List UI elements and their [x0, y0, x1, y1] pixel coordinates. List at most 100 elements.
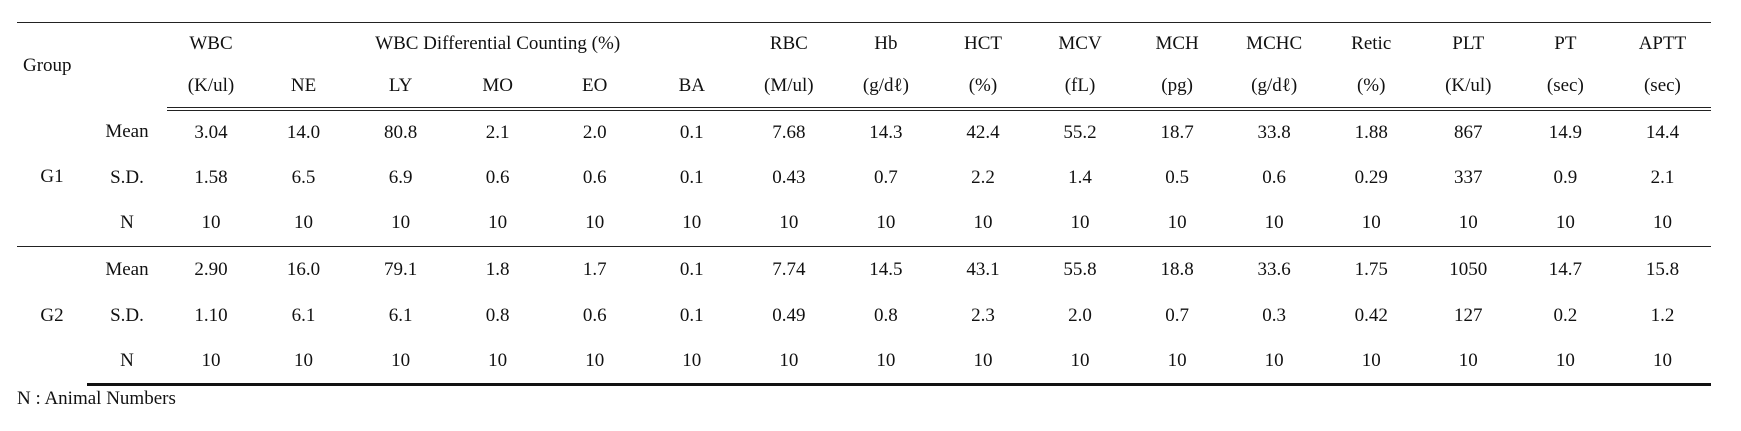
value-cell: 16.0: [255, 246, 353, 293]
column-subheader: (sec): [1516, 65, 1614, 111]
value-cell: 10: [1613, 338, 1711, 386]
value-cell: 55.8: [1031, 246, 1129, 293]
value-cell: 14.0: [286, 121, 321, 143]
value-cell: 10: [1322, 338, 1420, 386]
value-cell: 6.9: [388, 166, 413, 188]
column-header: Retic: [1322, 22, 1420, 66]
table-header: Group WBC WBC Differential Counting (%) RB…: [17, 22, 1711, 111]
column-header: PT: [1516, 22, 1614, 66]
value-cell: 10: [1031, 338, 1129, 386]
stat-label: Mean: [87, 246, 167, 293]
value-cell: 1.8: [449, 246, 547, 293]
value-cell: 0.49: [772, 304, 806, 326]
group-header: Group: [17, 22, 167, 109]
value-cell: 6.1: [291, 304, 316, 326]
value-cell: 0.1: [643, 246, 741, 293]
header-row: Group WBC WBC Differential Counting (%) RB…: [17, 22, 1711, 109]
value-cell: 10: [585, 212, 605, 234]
column-subheader: (pg): [1128, 65, 1226, 111]
value-cell: 10: [391, 212, 411, 234]
value-cell: 10: [201, 212, 221, 234]
data-row: S.D. 1.10 6.1 6.1 0.8 0.6 0.1 0.49 0.8 2.3 2.0 0.7 0…: [17, 293, 1711, 339]
value-cell: 10: [546, 338, 644, 386]
stat-label: S.D.: [110, 166, 144, 188]
table-body: G1 Mean 3.04 14.0 80.8 2.1 2.0 0.1 7.68 14.3 42.4 5…: [17, 109, 1711, 386]
value-cell: 0.1: [679, 304, 704, 326]
value-cell: 2.0: [1068, 304, 1092, 326]
column-header: MCH: [1128, 22, 1226, 66]
header-row: (K/ul) NE LY MO EO BA (M/ul) (g/dℓ) (%) (fL) (pg)(…: [17, 65, 1711, 111]
column-subheader: (sec): [1613, 65, 1711, 111]
value-cell: 0.6: [582, 166, 607, 188]
value-cell: 3.04: [194, 121, 228, 143]
value-cell: 0.3: [1262, 304, 1287, 326]
column-header: WBC Differential Counting (%): [255, 22, 741, 66]
value-cell: 10: [682, 212, 702, 234]
value-cell: 14.9: [1548, 121, 1582, 143]
value-cell: 127: [1454, 304, 1483, 326]
value-cell: 0.1: [679, 166, 704, 188]
value-cell: 10: [1516, 338, 1614, 386]
column-header: HCT: [934, 22, 1032, 66]
column-subheader: MO: [449, 65, 547, 111]
value-cell: 10: [167, 338, 255, 386]
stat-label: Mean: [105, 120, 149, 142]
value-cell: 0.8: [485, 304, 510, 326]
value-cell: 7.74: [740, 246, 838, 293]
value-cell: 14.5: [837, 246, 935, 293]
value-cell: 10: [1264, 212, 1284, 234]
value-cell: 10: [1458, 212, 1478, 234]
value-cell: 2.0: [582, 121, 607, 143]
value-cell: 10: [1652, 212, 1672, 234]
value-cell: 0.42: [1354, 304, 1388, 326]
column-subheader: (M/ul): [740, 65, 838, 111]
value-cell: 33.6: [1225, 246, 1323, 293]
value-cell: 10: [1167, 212, 1187, 234]
value-cell: 0.6: [1262, 166, 1287, 188]
value-cell: 10: [934, 338, 1032, 386]
footnote: N : Animal Numbers: [17, 388, 176, 409]
data-row: N 10 10 10 10 10 10 10 10 10 10 10 10 10 10 10 10: [17, 201, 1711, 247]
value-cell: 10: [876, 212, 896, 234]
value-cell: 1.7: [546, 246, 644, 293]
value-cell: 7.68: [772, 121, 806, 143]
value-cell: 55.2: [1063, 121, 1097, 143]
value-cell: 33.8: [1257, 121, 1291, 143]
value-cell: 14.7: [1516, 246, 1614, 293]
value-cell: 10: [449, 338, 547, 386]
value-cell: 1.75: [1322, 246, 1420, 293]
stat-label: S.D.: [110, 304, 144, 326]
value-cell: 79.1: [352, 246, 450, 293]
column-subheader: BA: [643, 65, 741, 111]
value-cell: 80.8: [383, 121, 418, 143]
value-cell: 15.8: [1613, 246, 1711, 293]
column-subheader: (fL): [1031, 65, 1129, 111]
value-cell: 0.2: [1553, 304, 1578, 326]
column-subheader: LY: [352, 65, 450, 111]
value-cell: 2.1: [485, 121, 510, 143]
value-cell: 18.8: [1128, 246, 1226, 293]
value-cell: 0.9: [1553, 166, 1578, 188]
value-cell: 10: [973, 212, 993, 234]
value-cell: 0.29: [1354, 166, 1388, 188]
value-cell: 0.7: [874, 166, 898, 188]
value-cell: 10: [643, 338, 741, 386]
column-subheader: (%): [1322, 65, 1420, 111]
column-header: Hb: [837, 22, 935, 66]
data-row: G1 Mean 3.04 14.0 80.8 2.1 2.0 0.1 7.68 14.3 42.4 5…: [17, 109, 1711, 188]
value-cell: 0.43: [772, 166, 806, 188]
value-cell: 10: [1419, 338, 1517, 386]
column-header: MCV: [1031, 22, 1129, 66]
value-cell: 2.3: [971, 304, 995, 326]
value-cell: 337: [1454, 166, 1483, 188]
stat-label: N: [87, 338, 167, 386]
value-cell: 2.1: [1650, 166, 1675, 188]
value-cell: 10: [1555, 212, 1575, 234]
value-cell: 18.7: [1160, 121, 1194, 143]
value-cell: 1.2: [1650, 304, 1675, 326]
value-cell: 6.5: [291, 166, 316, 188]
column-subheader: (%): [934, 65, 1032, 111]
column-header: WBC: [167, 22, 255, 66]
column-subheader: (K/ul): [1419, 65, 1517, 111]
column-subheader: NE: [255, 65, 353, 111]
